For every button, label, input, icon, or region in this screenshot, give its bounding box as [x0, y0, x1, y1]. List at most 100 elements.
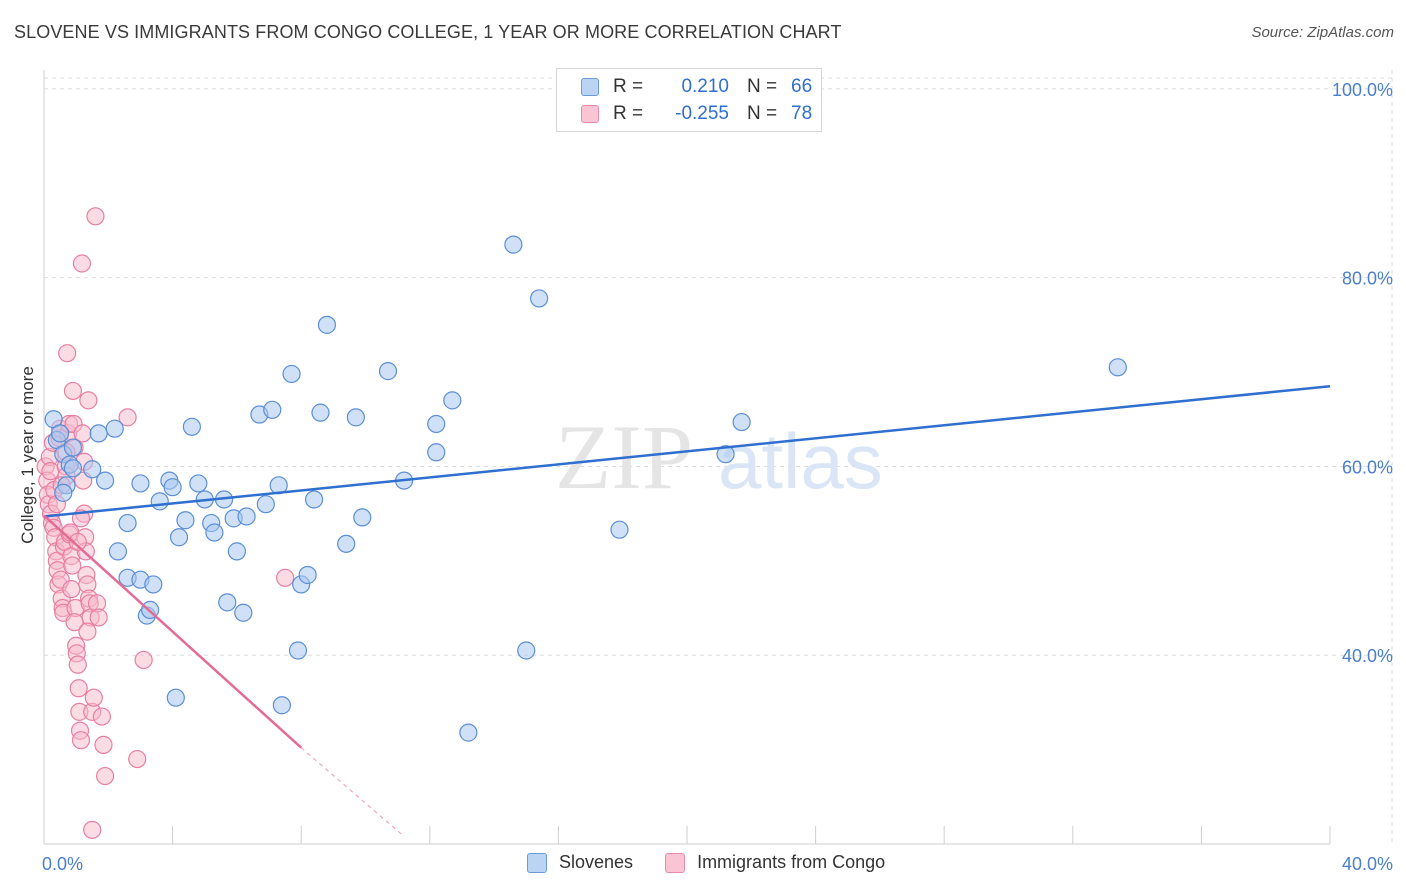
n-label: N = — [747, 103, 778, 124]
slovenes-point — [227, 542, 246, 561]
x-tick-label: 40.0% — [1342, 854, 1393, 874]
slovenes-point — [346, 408, 365, 427]
congo-point — [58, 344, 77, 363]
slovenes-point — [337, 534, 356, 553]
y-tick-label: 40.0% — [1342, 646, 1393, 666]
r-label: R = — [613, 103, 644, 124]
watermark: ZIP atlas — [555, 406, 883, 508]
slovenes-point — [234, 603, 253, 622]
slovenes-point — [427, 414, 446, 434]
r-label: R = — [613, 76, 644, 97]
congo-point — [83, 820, 102, 839]
slovenes-point — [63, 438, 83, 457]
slovenes-point — [83, 460, 102, 479]
slovenes-point — [378, 362, 398, 381]
congo-point — [68, 655, 87, 674]
legend-item-congo[interactable]: Immigrants from Congo — [665, 852, 885, 873]
congo-point — [63, 381, 83, 401]
congo-point — [71, 731, 91, 750]
correlation-legend: R = 0.210 N = 66 R = -0.255 N = 78 — [556, 68, 822, 132]
slovenes-point — [427, 443, 446, 462]
congo-point — [118, 408, 137, 427]
slovenes-point — [459, 723, 478, 742]
slovenes-point — [50, 424, 70, 443]
slovenes-point — [311, 403, 330, 422]
slovenes-point — [182, 417, 201, 436]
slovenes-point — [105, 419, 124, 438]
congo-point — [276, 568, 295, 587]
slovenes-point — [298, 565, 317, 585]
slovenes-point — [317, 315, 337, 334]
slovenes-point — [169, 528, 189, 547]
slovenes-legend-label: Slovenes — [559, 852, 634, 872]
slovenes-point — [144, 575, 163, 594]
slovenes-point — [517, 641, 536, 660]
slovenes-point — [189, 474, 208, 493]
n-value: 78 — [791, 103, 813, 124]
congo-point — [62, 580, 81, 599]
congo-point — [89, 608, 108, 627]
slovenes-legend-swatch — [527, 852, 547, 873]
n-value: 66 — [791, 76, 813, 97]
slovenes-point — [256, 495, 275, 514]
slovenes-point — [530, 289, 549, 308]
congo-point — [94, 735, 113, 754]
y-tick-label: 60.0% — [1342, 457, 1393, 477]
slovenes-point — [176, 511, 195, 530]
y-tick-label: 100.0% — [1332, 80, 1393, 100]
slovenes-swatch — [581, 78, 599, 96]
tick-labels: 100.0% 80.0% 60.0% 40.0% 0.0% 40.0% — [42, 80, 1393, 874]
series-legend: Slovenes Immigrants from Congo — [527, 852, 917, 873]
slovenes-point — [54, 483, 73, 502]
r-value: -0.255 — [675, 103, 729, 124]
slovenes-point — [353, 508, 372, 527]
slovenes-point — [272, 696, 292, 715]
slovenes-point — [131, 474, 150, 493]
slovenes-point — [108, 542, 128, 561]
slovenes-point — [89, 424, 108, 443]
slovenes-point — [304, 490, 324, 509]
legend-row-slovenes: R = 0.210 N = 66 — [581, 75, 812, 99]
chart-title: SLOVENE VS IMMIGRANTS FROM CONGO COLLEGE… — [14, 22, 842, 42]
n-label: N = — [747, 76, 778, 97]
legend-row-congo: R = -0.255 N = 78 — [581, 102, 812, 126]
slovenes-points — [44, 235, 1127, 742]
congo-point — [41, 462, 60, 481]
congo-trendline — [43, 514, 303, 749]
slovenes-point — [118, 513, 137, 533]
congo-point — [92, 707, 111, 726]
congo-legend-label: Immigrants from Congo — [697, 852, 886, 872]
congo-point — [128, 749, 147, 769]
congo-point — [86, 207, 105, 226]
slovenes-point — [282, 364, 301, 384]
slovenes-point — [163, 478, 182, 497]
congo-point — [63, 556, 82, 575]
legend-item-slovenes[interactable]: Slovenes — [527, 852, 633, 873]
slovenes-point — [716, 445, 735, 464]
slovenes-point — [504, 235, 523, 254]
congo-swatch — [581, 105, 599, 123]
congo-points — [36, 207, 295, 839]
slovenes-point — [443, 391, 462, 410]
slovenes-point — [205, 523, 224, 542]
slovenes-point — [263, 400, 282, 419]
congo-point — [79, 391, 98, 410]
watermark-atlas: atlas — [718, 417, 883, 505]
congo-point — [68, 532, 87, 552]
congo-point — [134, 650, 153, 670]
congo-point — [69, 679, 88, 698]
slovenes-point — [1108, 358, 1127, 377]
congo-point — [95, 766, 115, 786]
trend-lines — [43, 384, 1331, 837]
r-value: 0.210 — [681, 76, 729, 97]
slovenes-point — [63, 459, 83, 478]
slovenes-trendline — [43, 384, 1331, 518]
slovenes-point — [288, 641, 308, 660]
slovenes-point — [732, 412, 751, 432]
slovenes-point — [218, 593, 237, 612]
congo-trendline-extension — [300, 747, 405, 837]
congo-point — [72, 254, 92, 273]
slovenes-point — [610, 520, 629, 539]
congo-point — [84, 688, 103, 707]
